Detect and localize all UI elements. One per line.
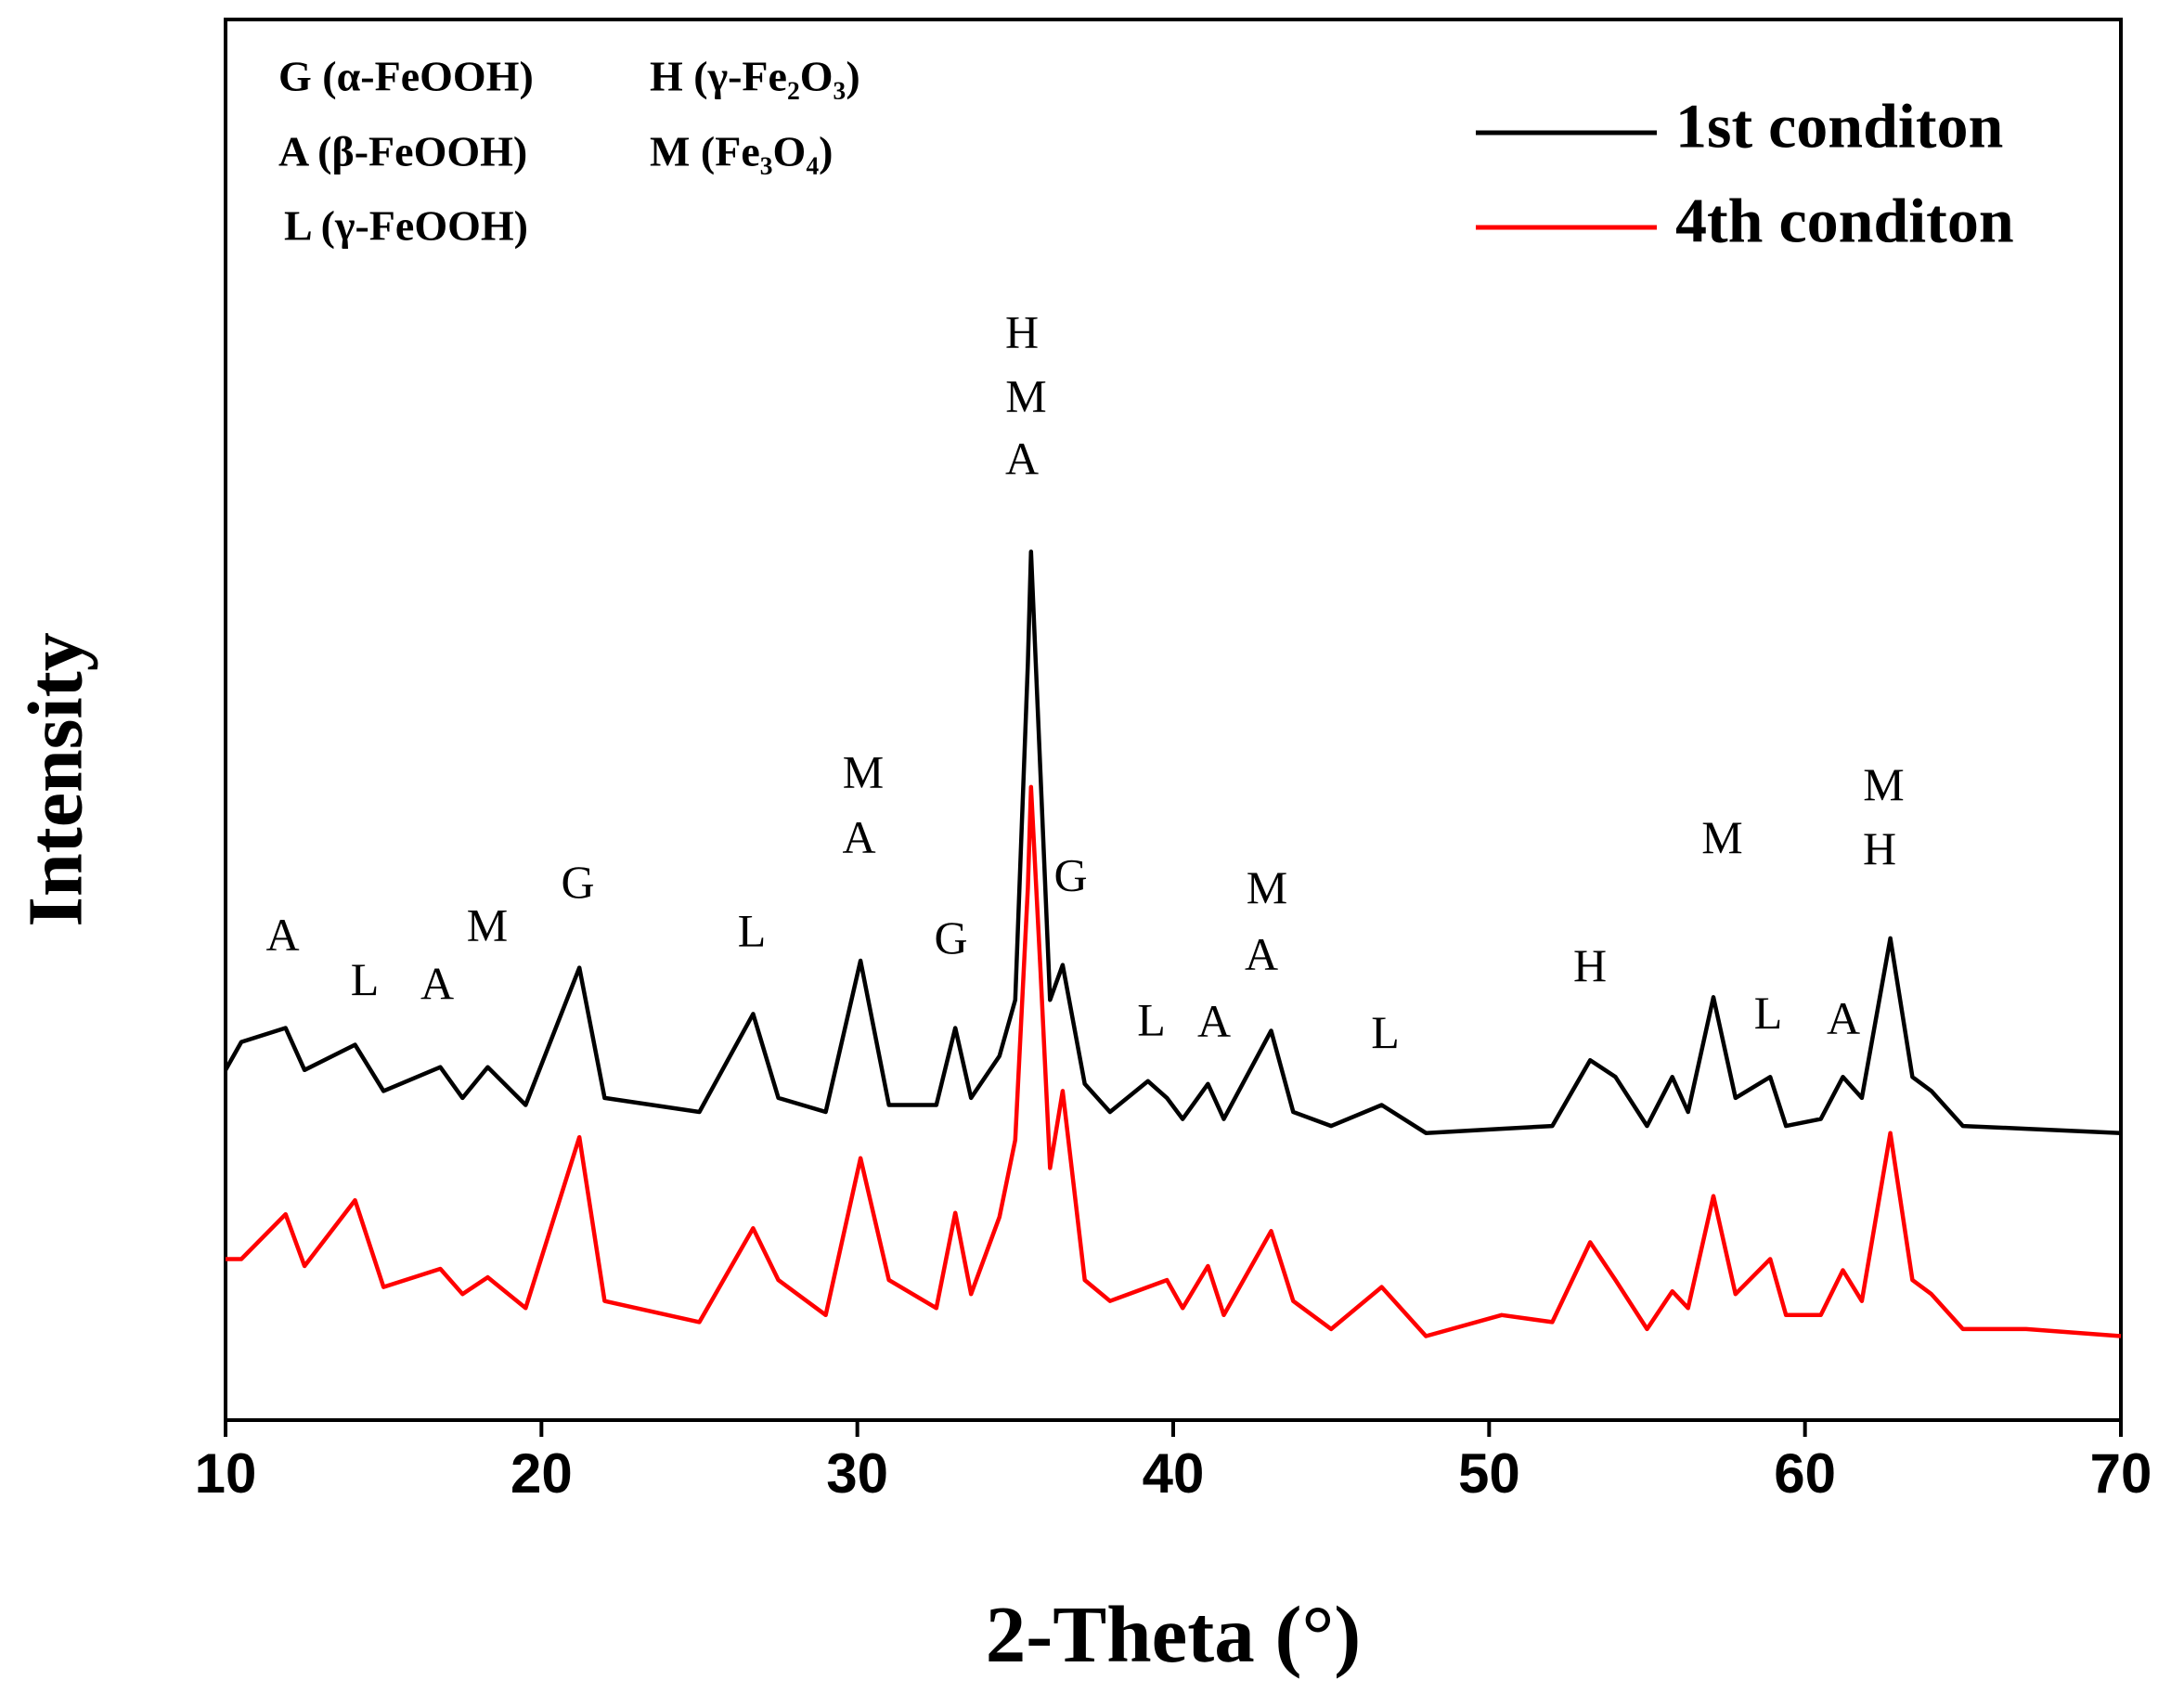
peak-label: G	[934, 911, 967, 963]
phase-legend-label: H (γ-Fe₂O₃)	[650, 53, 860, 100]
peak-label: A	[842, 811, 875, 863]
peak-label: L	[1371, 1006, 1400, 1058]
peak-label: M	[1005, 369, 1046, 421]
phase-legend-label: G (α-FeOOH)	[278, 53, 534, 100]
series-line	[224, 549, 2122, 1135]
peak-label: L	[738, 904, 767, 956]
peak-label: M	[1701, 811, 1742, 863]
peak-label: A	[420, 957, 454, 1009]
peak-label: M	[467, 898, 508, 950]
peak-label: M	[1247, 861, 1287, 913]
peak-label: L	[351, 953, 380, 1005]
series-line	[226, 784, 2122, 1338]
peak-label: A	[1827, 992, 1860, 1044]
x-axis-title: 2-Theta (°)	[986, 1589, 1361, 1679]
peak-label: H	[1573, 939, 1607, 991]
peak-label: M	[1863, 758, 1904, 810]
x-tick-label: 60	[1774, 1442, 1836, 1505]
peak-label: L	[1754, 987, 1783, 1039]
peak-label: G	[561, 856, 594, 908]
y-axis-title: Intensity	[12, 632, 98, 926]
peak-label: L	[1137, 993, 1166, 1045]
peak-label: A	[265, 909, 299, 961]
legend-label: 4th conditon	[1675, 186, 2014, 256]
peak-label: G	[1053, 848, 1087, 900]
phase-legend-label: A (β-FeOOH)	[278, 128, 527, 175]
phase-legend-label: M (Fe₃O₄)	[650, 128, 833, 175]
peak-label: H	[1863, 822, 1896, 874]
phase-legend-label: L (γ-FeOOH)	[284, 202, 528, 250]
peak-label: H	[1005, 305, 1039, 357]
x-tick-label: 10	[195, 1442, 257, 1505]
x-tick-label: 40	[1143, 1442, 1205, 1505]
x-tick-label: 70	[2090, 1442, 2152, 1505]
x-tick-label: 20	[510, 1442, 573, 1505]
legend-label: 1st conditon	[1675, 91, 2003, 162]
peak-label: A	[1245, 928, 1278, 980]
x-tick-label: 30	[826, 1442, 888, 1505]
x-tick-label: 50	[1458, 1442, 1520, 1505]
peak-label: A	[1197, 995, 1231, 1047]
peak-label: M	[843, 745, 884, 797]
peak-label: A	[1005, 433, 1039, 485]
